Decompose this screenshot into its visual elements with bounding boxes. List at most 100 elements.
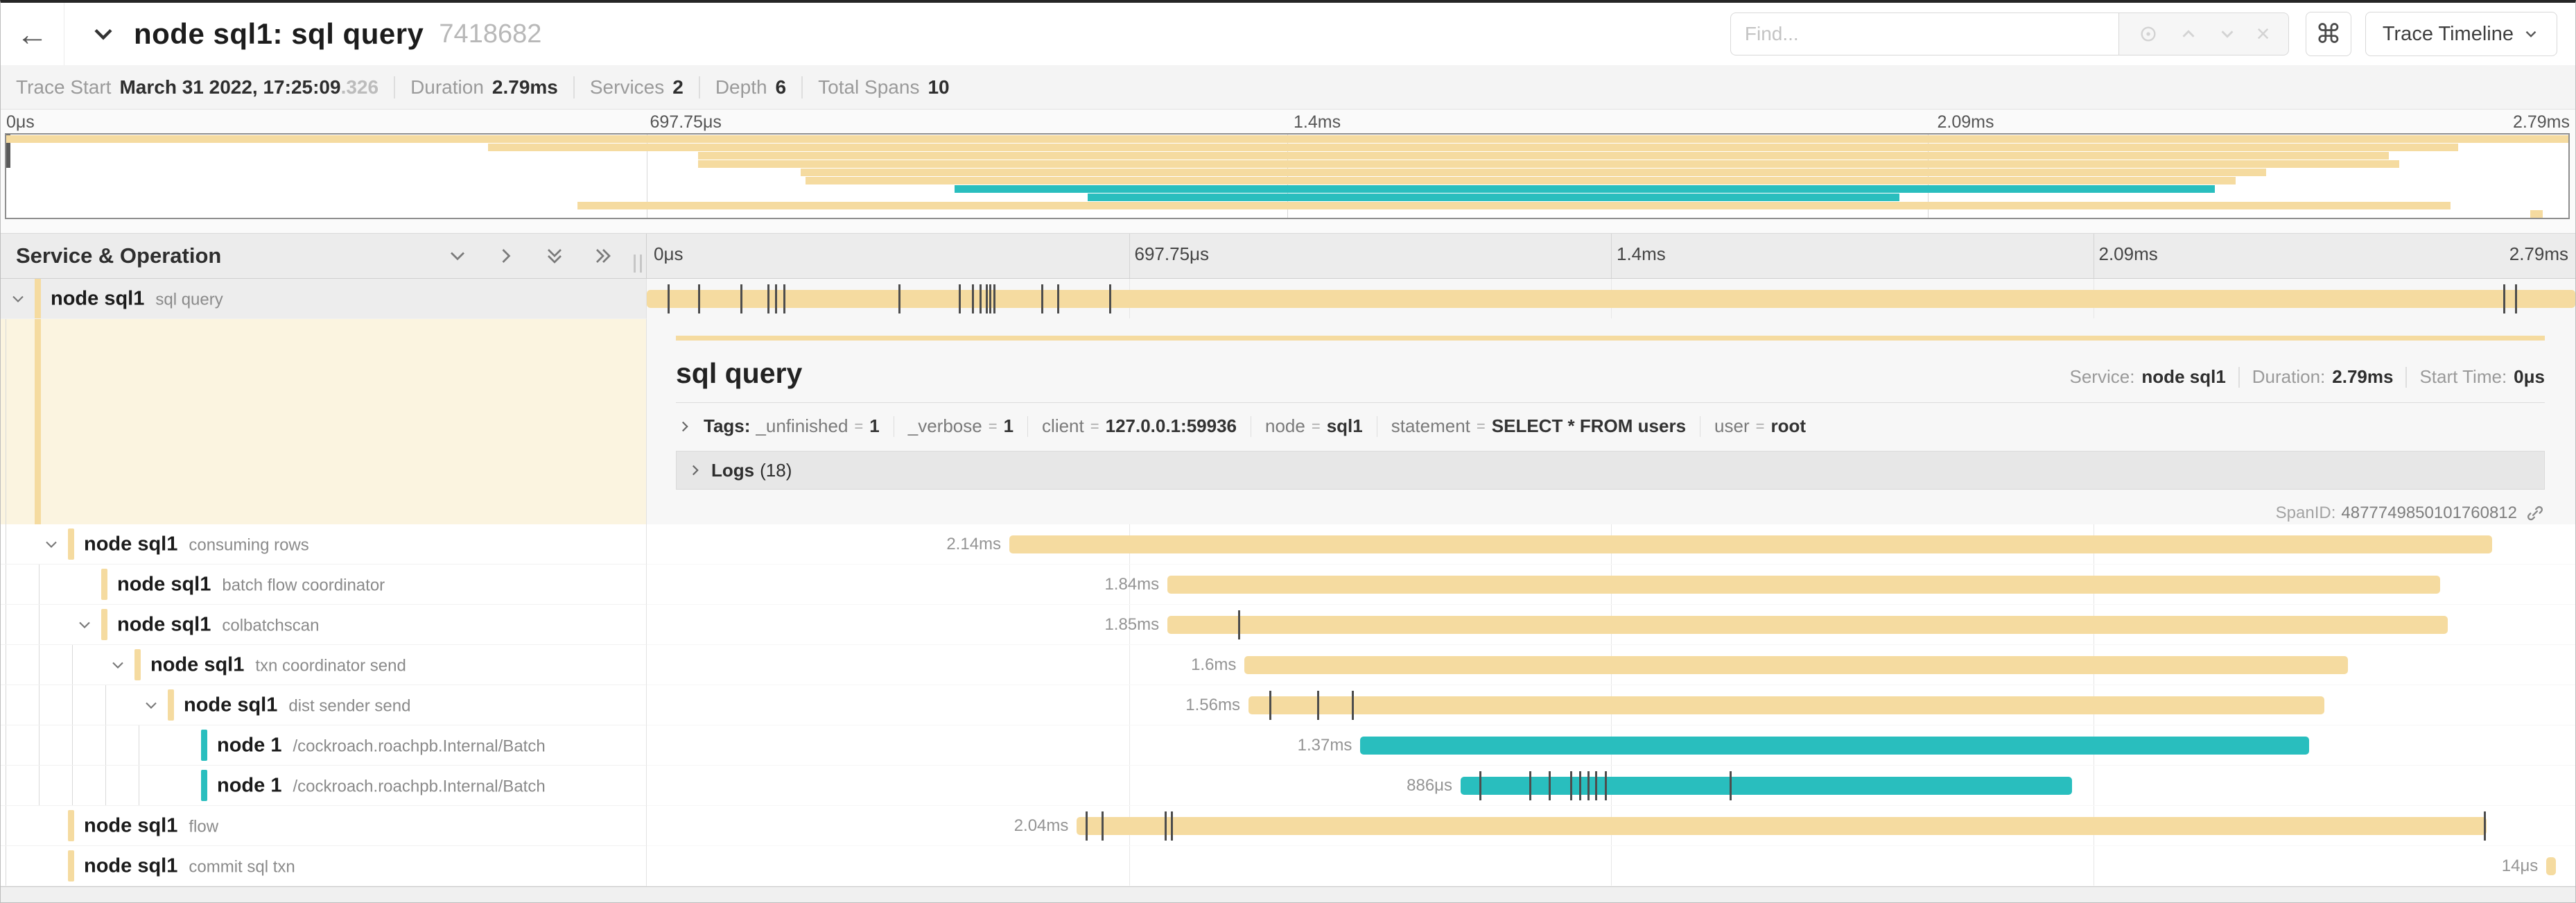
log-marker: [1730, 771, 1732, 800]
tag-key: node: [1265, 415, 1305, 436]
timeline-ticks-header: 0μs 697.75μs 1.4ms 2.09ms 2.79ms: [647, 234, 2575, 278]
span-bar[interactable]: [1167, 575, 2441, 594]
collapse-all-icon[interactable]: [445, 243, 470, 268]
minimap-span-bar: [1087, 194, 1900, 201]
tag-key: _verbose: [907, 415, 982, 436]
span-timeline-cell[interactable]: 1.84ms: [647, 565, 2575, 605]
locate-icon[interactable]: [2137, 23, 2159, 45]
viewport-drag-handle[interactable]: [6, 135, 10, 168]
collapse-span-icon[interactable]: [141, 696, 161, 715]
trace-info-value: 6: [775, 76, 787, 98]
span-timeline-cell[interactable]: 1.56ms: [647, 685, 2575, 725]
chevron-right-icon: [692, 465, 699, 476]
log-marker: [1317, 690, 1320, 720]
expand-all-icon[interactable]: [494, 243, 519, 268]
log-marker: [667, 284, 670, 313]
link-icon[interactable]: [2525, 504, 2545, 523]
span-detail-left-tint: [1, 319, 647, 524]
trace-info-value: 2.79ms: [491, 76, 558, 98]
span-timeline-cell[interactable]: 886μs: [647, 766, 2575, 806]
trace-info-label: Duration: [410, 76, 484, 98]
span-bar[interactable]: [1360, 736, 2310, 755]
span-tree-item[interactable]: node sql1 colbatchscan: [1, 605, 647, 645]
page-title: node sql1: sql query: [134, 17, 424, 50]
start-time-label: Start Time:: [2419, 366, 2507, 387]
span-bar[interactable]: [1248, 696, 2325, 714]
span-name: node sql1 txn coordinator send: [150, 653, 406, 676]
span-name: node sql1 commit sql txn: [84, 854, 295, 877]
span-bar[interactable]: [1461, 776, 2072, 795]
span-bar[interactable]: [1009, 535, 2493, 553]
expand-one-level-icon[interactable]: [591, 243, 616, 268]
minimap-span-bar: [487, 144, 2459, 151]
log-marker: [985, 284, 988, 313]
trace-view-selector[interactable]: Trace Timeline: [2365, 12, 2557, 56]
log-marker: [1587, 771, 1590, 800]
span-timeline-cell[interactable]: 2.14ms: [647, 524, 2575, 565]
span-timeline-cell[interactable]: [647, 279, 2575, 319]
column-resize-handle[interactable]: [634, 255, 642, 273]
find-prev-icon[interactable]: [2178, 24, 2199, 44]
service-name: node 1: [217, 734, 282, 756]
span-bar[interactable]: [1077, 816, 2487, 835]
log-marker: [698, 284, 701, 313]
span-tree-item[interactable]: node sql1 sql query: [1, 279, 647, 319]
operation-name: commit sql txn: [189, 857, 295, 876]
clear-find-icon[interactable]: ×: [2256, 21, 2270, 47]
minimap-span-bar: [2530, 210, 2543, 218]
span-bar[interactable]: [1167, 615, 2448, 634]
back-button[interactable]: ←: [1, 3, 64, 65]
collapse-span-icon[interactable]: [8, 289, 28, 309]
log-marker: [1086, 811, 1088, 841]
span-rows: node sql1 sql query sql query Service: no…: [1, 279, 2575, 902]
span-tree-item[interactable]: node 1/cockroach.roachpb.Internal/Batch: [1, 725, 647, 766]
span-timeline-cell[interactable]: 1.6ms: [647, 645, 2575, 685]
log-marker: [1594, 771, 1597, 800]
collapse-span-icon[interactable]: [108, 655, 128, 675]
timeline-overview: 0μs 697.75μs 1.4ms 2.09ms 2.79ms: [1, 110, 2575, 233]
span-color-bar: [35, 319, 41, 524]
span-tree-item[interactable]: node sql1 batch flow coordinator: [1, 565, 647, 605]
tick-label: 0μs: [6, 112, 35, 132]
span-bar[interactable]: [647, 289, 2575, 308]
trace-info-label: Depth: [715, 76, 767, 98]
tags-accordion[interactable]: Tags: _unfinished = 1 _verbose = 1 client = 127.…: [676, 415, 2545, 437]
collapse-trace-header-icon[interactable]: [88, 19, 119, 49]
span-timeline-cell[interactable]: 2.04ms: [647, 806, 2575, 846]
span-tree-item[interactable]: node sql1 commit sql txn: [1, 846, 647, 886]
timeline-gridline: [1129, 685, 1130, 725]
indent-guide: [39, 565, 40, 604]
span-tree-item[interactable]: node sql1 dist sender send: [1, 685, 647, 725]
span-timeline-cell[interactable]: 14μs: [647, 846, 2575, 886]
indent-guide: [72, 645, 73, 685]
timeline-minimap[interactable]: [5, 133, 2570, 219]
span-row: node sql1 sql query: [1, 279, 2575, 319]
span-color-bar: [35, 279, 41, 318]
span-tree-item[interactable]: node 1/cockroach.roachpb.Internal/Batch: [1, 766, 647, 806]
log-marker: [1479, 771, 1481, 800]
indent-guide: [39, 605, 40, 644]
logs-accordion[interactable]: Logs (18): [676, 451, 2545, 490]
command-icon: ⌘: [2315, 19, 2342, 49]
span-duration-label: 1.84ms: [1104, 574, 1160, 594]
service-name: node sql1: [51, 287, 145, 309]
minimap-gridline: [1287, 135, 1288, 218]
span-tree-item[interactable]: node sql1 txn coordinator send: [1, 645, 647, 685]
span-tree-item[interactable]: node sql1 flow: [1, 806, 647, 846]
collapse-span-icon[interactable]: [75, 615, 94, 635]
minimap-span-bar: [954, 185, 2215, 193]
indent-guide: [72, 766, 73, 805]
collapse-one-level-icon[interactable]: [542, 243, 567, 268]
timeline-gridline: [1129, 645, 1130, 685]
span-timeline-cell[interactable]: 1.85ms: [647, 605, 2575, 645]
span-bar[interactable]: [2546, 857, 2557, 875]
keyboard-shortcuts-button[interactable]: ⌘: [2305, 12, 2351, 56]
tag-value: 1: [869, 415, 880, 436]
span-timeline-cell[interactable]: 1.37ms: [647, 725, 2575, 766]
span-tree-item[interactable]: node sql1 consuming rows: [1, 524, 647, 565]
find-next-icon[interactable]: [2217, 24, 2238, 44]
find-input[interactable]: [1730, 12, 2118, 55]
span-detail-title: sql query: [676, 357, 803, 389]
span-bar[interactable]: [1244, 655, 2348, 674]
collapse-span-icon[interactable]: [42, 535, 61, 554]
